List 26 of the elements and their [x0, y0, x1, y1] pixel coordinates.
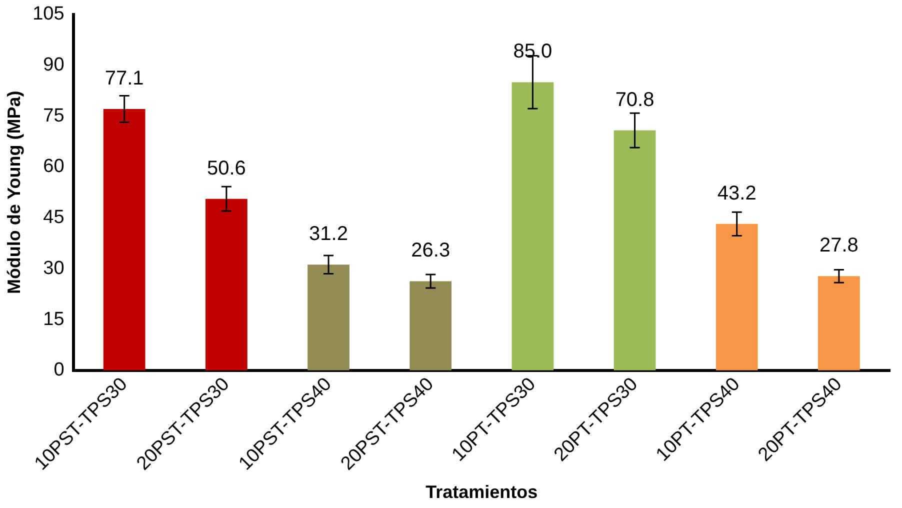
y-tick-label: 45	[43, 207, 64, 228]
data-label: 50.6	[206, 157, 246, 180]
data-label: 26.3	[411, 240, 450, 262]
data-label: 31.2	[309, 223, 348, 246]
bar	[103, 108, 146, 370]
y-tick-label: 0	[54, 360, 64, 381]
data-label: 70.8	[615, 88, 654, 111]
y-tick-label: 60	[43, 156, 64, 178]
data-label: 85.0	[513, 40, 552, 63]
bar	[308, 264, 350, 370]
x-axis-title: Tratamientos	[426, 482, 538, 502]
bar	[410, 281, 452, 370]
bar	[206, 198, 248, 370]
y-tick-label: 75	[43, 105, 64, 126]
data-label: 77.1	[104, 68, 144, 90]
bar	[716, 224, 758, 370]
data-label: 27.8	[819, 234, 858, 257]
y-tick-label: 90	[43, 54, 64, 76]
bar	[818, 276, 860, 370]
bar	[614, 130, 656, 370]
bar	[512, 82, 554, 370]
y-tick-label: 105	[32, 4, 64, 25]
y-tick-label: 15	[43, 308, 64, 330]
y-tick-label: 30	[43, 258, 64, 279]
data-label: 43.2	[717, 182, 756, 204]
y-axis-title: Módulo de Young (MPa)	[4, 90, 24, 294]
